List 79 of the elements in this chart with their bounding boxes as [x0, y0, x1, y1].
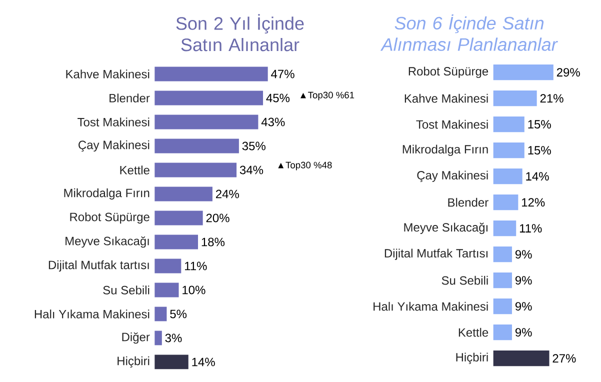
bar: [154, 354, 188, 370]
bar: [154, 114, 258, 130]
bar: [154, 258, 182, 274]
y-tick-label: Çay Makinesi: [417, 170, 488, 182]
y-tick-label: Kettle: [120, 166, 150, 174]
bar: [493, 142, 524, 158]
bar: [493, 64, 554, 80]
data-label: 11%: [185, 262, 207, 270]
data-label: 15%: [528, 120, 551, 129]
bar: [154, 186, 212, 202]
y-tick-label: Dijital Mutfak tartısı: [48, 260, 149, 272]
bar: [154, 90, 264, 106]
data-label: 9%: [515, 250, 532, 259]
data-label: 9%: [515, 276, 532, 285]
data-label: 14%: [526, 172, 549, 181]
bar: [154, 234, 198, 250]
data-label: 11%: [520, 224, 542, 233]
y-tick-label: Robot Süpürge: [70, 212, 150, 224]
bar: [154, 330, 162, 346]
y-tick-label: Kettle: [458, 328, 488, 337]
bar: [154, 66, 268, 82]
data-label: 9%: [515, 328, 532, 337]
y-tick-label: Meyve Sıkacağı: [404, 222, 488, 234]
y-tick-label: Hiçbiri: [456, 352, 488, 364]
bar: [493, 194, 518, 210]
data-label: 21%: [540, 94, 564, 103]
bar: [493, 90, 537, 106]
y-tick-label: Hiçbiri: [118, 356, 150, 368]
chart-title: Son 6 İçinde Satın Alınması Planlananlar: [380, 14, 558, 51]
bar: [154, 306, 167, 322]
y-tick-label: Mikrodalga Fırın: [64, 188, 150, 200]
bar: [154, 138, 239, 154]
y-tick-label: Diğer: [122, 332, 150, 344]
bar: [493, 298, 512, 314]
data-label: 18%: [202, 238, 225, 246]
y-tick-label: Su Sebili: [103, 286, 150, 294]
y-tick-label: Blender: [448, 198, 488, 207]
data-label: 9%: [515, 302, 532, 311]
y-tick-label: Dijital Mutfak Tartısı: [384, 248, 488, 260]
bar: [493, 246, 512, 262]
bar: [154, 282, 179, 298]
bar: [493, 168, 522, 184]
y-tick-label: Blender: [110, 94, 150, 102]
bar: [493, 324, 512, 340]
y-tick-label: Çay Makinesi: [78, 140, 150, 152]
text: ▲Top30 %48: [278, 162, 332, 170]
y-tick-label: Kahve Makinesi: [66, 70, 150, 78]
bar: [493, 272, 512, 288]
bar: [154, 162, 237, 178]
data-label: 35%: [242, 142, 266, 150]
data-label: 3%: [165, 334, 182, 342]
y-tick-label: Mikrodalga Fırın: [402, 144, 488, 156]
data-label: 27%: [552, 354, 576, 363]
data-label: 34%: [240, 166, 264, 174]
data-label: 20%: [206, 214, 230, 222]
data-label: 10%: [182, 286, 206, 294]
bar: [154, 210, 203, 226]
bar: [493, 350, 550, 366]
y-tick-label: Tost Makinesi: [78, 118, 150, 126]
chart-title: Son 2 Yıl İçinde Satın Alınanlar: [176, 14, 304, 52]
y-tick-label: Robot Süpürge: [408, 66, 488, 78]
data-label: 5%: [170, 310, 187, 318]
data-label: 47%: [271, 70, 294, 78]
bar: [493, 116, 524, 132]
data-label: 43%: [261, 118, 285, 126]
data-label: 15%: [528, 146, 551, 155]
bar: [493, 220, 516, 236]
y-tick-label: Halı Yıkama Makinesi: [34, 310, 150, 318]
y-tick-label: Halı Yıkama Makinesi: [374, 302, 488, 311]
y-tick-label: Kahve Makinesi: [404, 94, 488, 103]
data-label: 29%: [556, 68, 580, 77]
data-label: 12%: [522, 198, 545, 207]
data-label: 14%: [192, 358, 215, 366]
y-tick-label: Su Sebili: [442, 276, 488, 285]
y-tick-label: Meyve Sıkacağı: [66, 236, 149, 248]
data-label: 24%: [216, 190, 239, 198]
data-label: 45%: [266, 94, 290, 102]
text: ▲Top30 %61: [300, 92, 354, 100]
y-tick-label: Tost Makinesi: [416, 120, 488, 129]
